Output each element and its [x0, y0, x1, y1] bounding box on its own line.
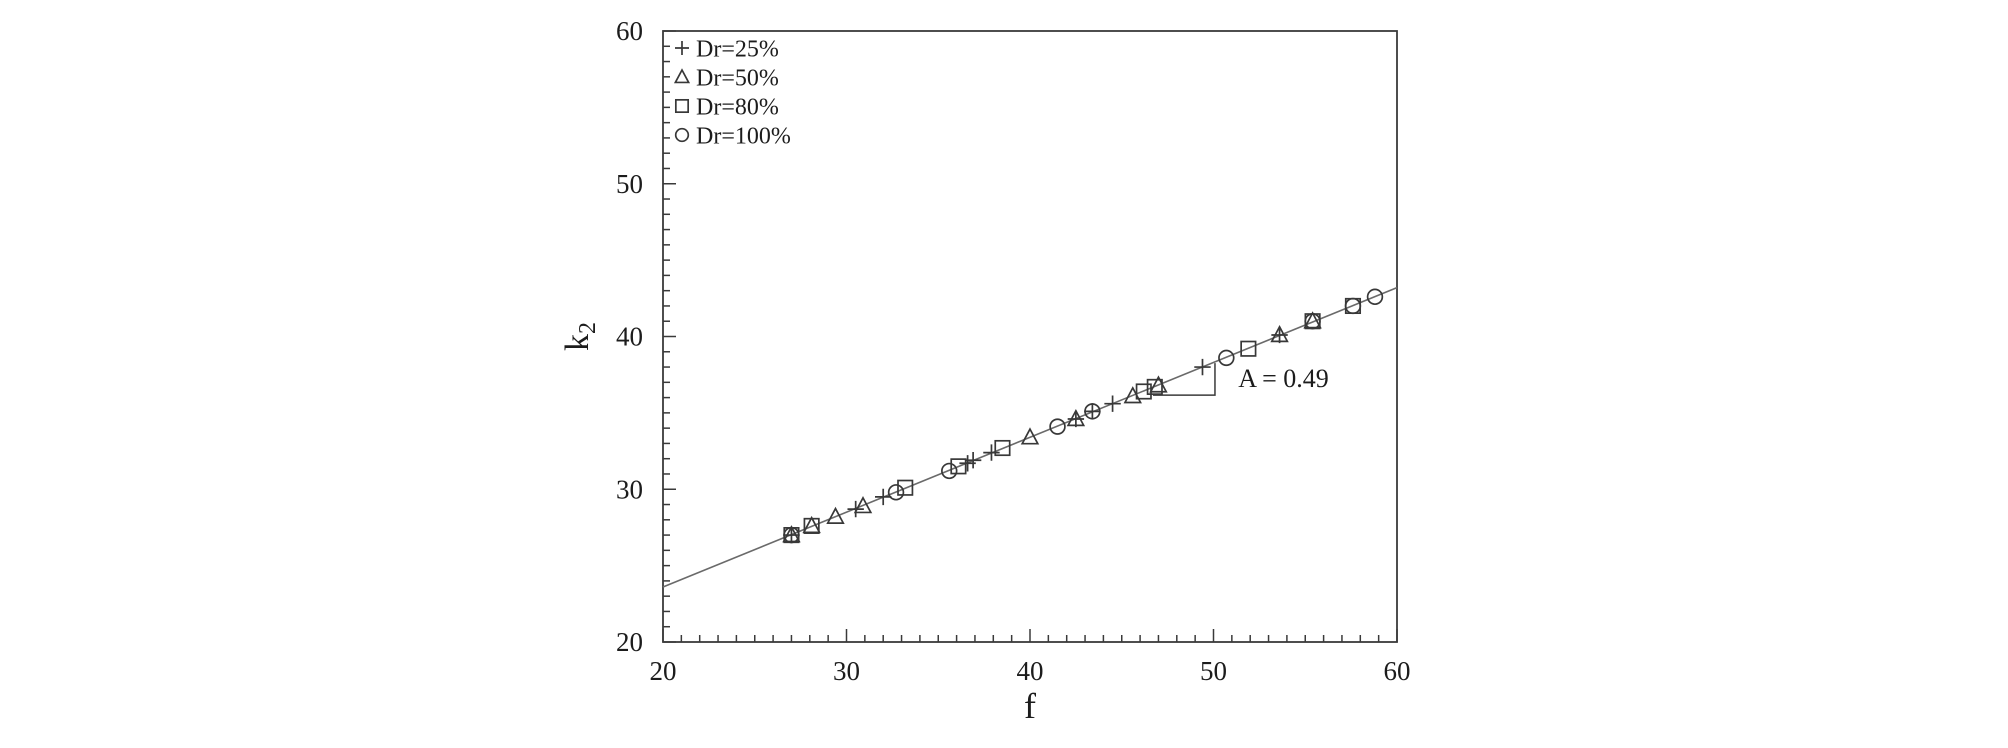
- data-point-square-marker: [1135, 383, 1152, 400]
- y-tick-label: 60: [616, 16, 643, 46]
- data-point-square-marker: [897, 479, 914, 496]
- data-point-plus-marker: [783, 526, 800, 544]
- data-point-triangle-marker: [1066, 408, 1086, 427]
- x-tick-label: 30: [833, 656, 860, 686]
- legend-label: Dr=50%: [696, 66, 779, 92]
- data-point-square-marker: [1240, 340, 1257, 357]
- legend-plus-marker: [675, 41, 689, 55]
- data-point-plus-marker: [1104, 395, 1121, 412]
- trendline: [662, 286, 1398, 588]
- data-point-circle-marker: [1049, 418, 1066, 435]
- data-point-triangle-marker: [1270, 324, 1289, 343]
- legend-item: Dr=100%: [674, 124, 791, 150]
- x-axis-label: f: [1024, 686, 1036, 726]
- data-point-triangle-marker: [1020, 427, 1040, 445]
- legend-item: Dr=25%: [675, 37, 779, 63]
- x-tick-label: 60: [1384, 656, 1411, 686]
- data-point-plus-marker: [1084, 403, 1101, 420]
- series-Dr=50%: [782, 311, 1322, 543]
- annotation-label: A = 0.49: [1238, 364, 1329, 393]
- series-Dr=25%: [783, 326, 1288, 544]
- y-tick-label: 50: [616, 169, 643, 199]
- data-point-circle-marker: [887, 484, 905, 501]
- legend-label: Dr=25%: [696, 37, 779, 63]
- legend-label: Dr=80%: [696, 95, 779, 121]
- x-tick-label: 20: [650, 656, 677, 686]
- data-point-plus-marker: [964, 452, 982, 469]
- legend-square-marker: [674, 98, 690, 114]
- data-point-circle-marker: [1344, 297, 1362, 315]
- data-point-square-marker: [994, 439, 1011, 457]
- data-point-plus-marker: [1271, 326, 1288, 344]
- data-point-plus-marker: [847, 500, 864, 518]
- data-point-square-marker: [803, 517, 820, 534]
- y-tick-label: 20: [616, 627, 643, 657]
- data-point-plus-marker: [1194, 358, 1211, 376]
- legend-item: Dr=80%: [674, 95, 779, 121]
- legend-label: Dr=100%: [696, 124, 791, 150]
- data-point-circle-marker: [1218, 349, 1235, 367]
- x-tick-label: 50: [1200, 656, 1227, 686]
- series-Dr=100%: [783, 288, 1384, 544]
- data-point-square-marker: [1146, 378, 1163, 395]
- y-axis-label: k2: [559, 322, 601, 351]
- data-point-plus-marker: [875, 488, 892, 506]
- data-point-circle-marker: [1084, 403, 1101, 420]
- legend-item: Dr=50%: [673, 66, 779, 92]
- legend: Dr=25% Dr=50% Dr=80% Dr=100%: [673, 37, 791, 150]
- data-point-square-marker: [950, 458, 967, 475]
- x-tick-label: 40: [1017, 656, 1044, 686]
- data-point-circle-marker: [1304, 312, 1321, 330]
- y-tick-label: 30: [616, 474, 643, 504]
- slope-triangle: [1152, 363, 1216, 396]
- data-point-circle-marker: [941, 462, 958, 480]
- data-point-triangle-marker: [853, 496, 873, 514]
- data-point-circle-marker: [783, 526, 800, 544]
- legend-triangle-marker: [673, 68, 691, 84]
- y-tick-label: 40: [616, 322, 643, 352]
- data-point-plus-marker: [983, 444, 1000, 461]
- data-point-plus-marker: [1067, 410, 1085, 428]
- plot-border: [662, 30, 1398, 643]
- data-point-triangle-marker: [826, 506, 845, 524]
- legend-circle-marker: [674, 127, 690, 143]
- data-point-circle-marker: [1366, 288, 1384, 306]
